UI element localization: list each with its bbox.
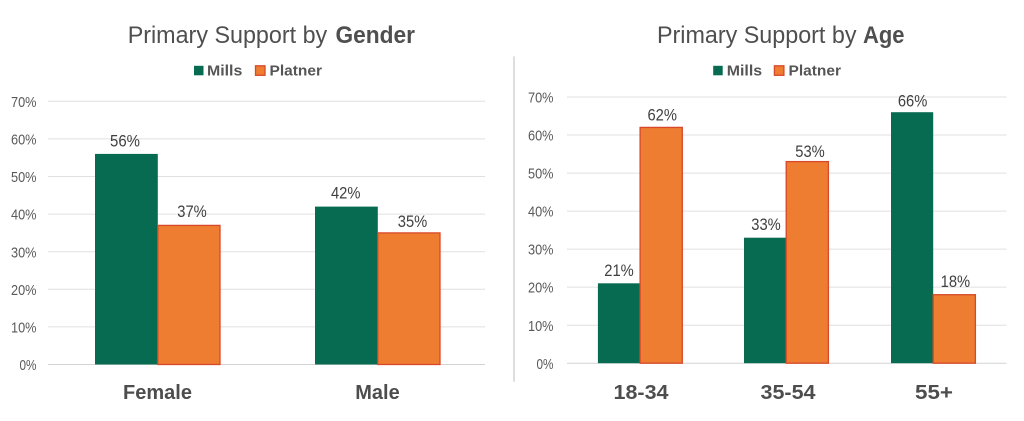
svg-text:66%: 66% [898,93,928,111]
svg-text:20%: 20% [11,282,37,299]
svg-text:62%: 62% [647,107,677,125]
svg-text:40%: 40% [11,207,37,224]
svg-text:35-54: 35-54 [761,382,817,404]
svg-text:70%: 70% [528,90,554,107]
svg-text:60%: 60% [528,128,554,145]
svg-text:70%: 70% [11,94,37,111]
svg-text:30%: 30% [528,242,554,259]
svg-text:Mills: Mills [207,63,242,80]
svg-text:10%: 10% [528,318,554,335]
svg-text:42%: 42% [331,184,361,202]
svg-text:0%: 0% [20,357,37,374]
svg-text:Primary Support by: Primary Support by [657,22,857,49]
svg-text:50%: 50% [11,169,37,186]
svg-text:33%: 33% [751,216,781,234]
svg-text:Gender: Gender [336,22,416,49]
svg-text:50%: 50% [528,166,554,183]
svg-text:55+: 55+ [915,382,953,404]
svg-text:30%: 30% [11,244,37,261]
svg-text:40%: 40% [528,204,554,221]
svg-text:Platner: Platner [270,63,323,80]
svg-text:18%: 18% [941,273,971,291]
svg-text:10%: 10% [11,320,37,337]
svg-text:21%: 21% [604,262,634,280]
svg-text:0%: 0% [537,356,554,373]
svg-text:Platner: Platner [789,63,842,80]
svg-text:Female: Female [123,382,192,404]
svg-text:Primary Support by: Primary Support by [128,22,328,49]
svg-text:Mills: Mills [727,63,762,80]
svg-text:20%: 20% [528,280,554,297]
svg-text:53%: 53% [795,143,825,161]
svg-text:60%: 60% [11,132,37,149]
svg-text:Male: Male [355,382,399,404]
svg-text:18-34: 18-34 [614,382,670,404]
svg-text:56%: 56% [110,132,140,150]
svg-text:35%: 35% [398,213,428,231]
svg-text:Age: Age [863,22,905,49]
svg-text:37%: 37% [177,203,207,221]
